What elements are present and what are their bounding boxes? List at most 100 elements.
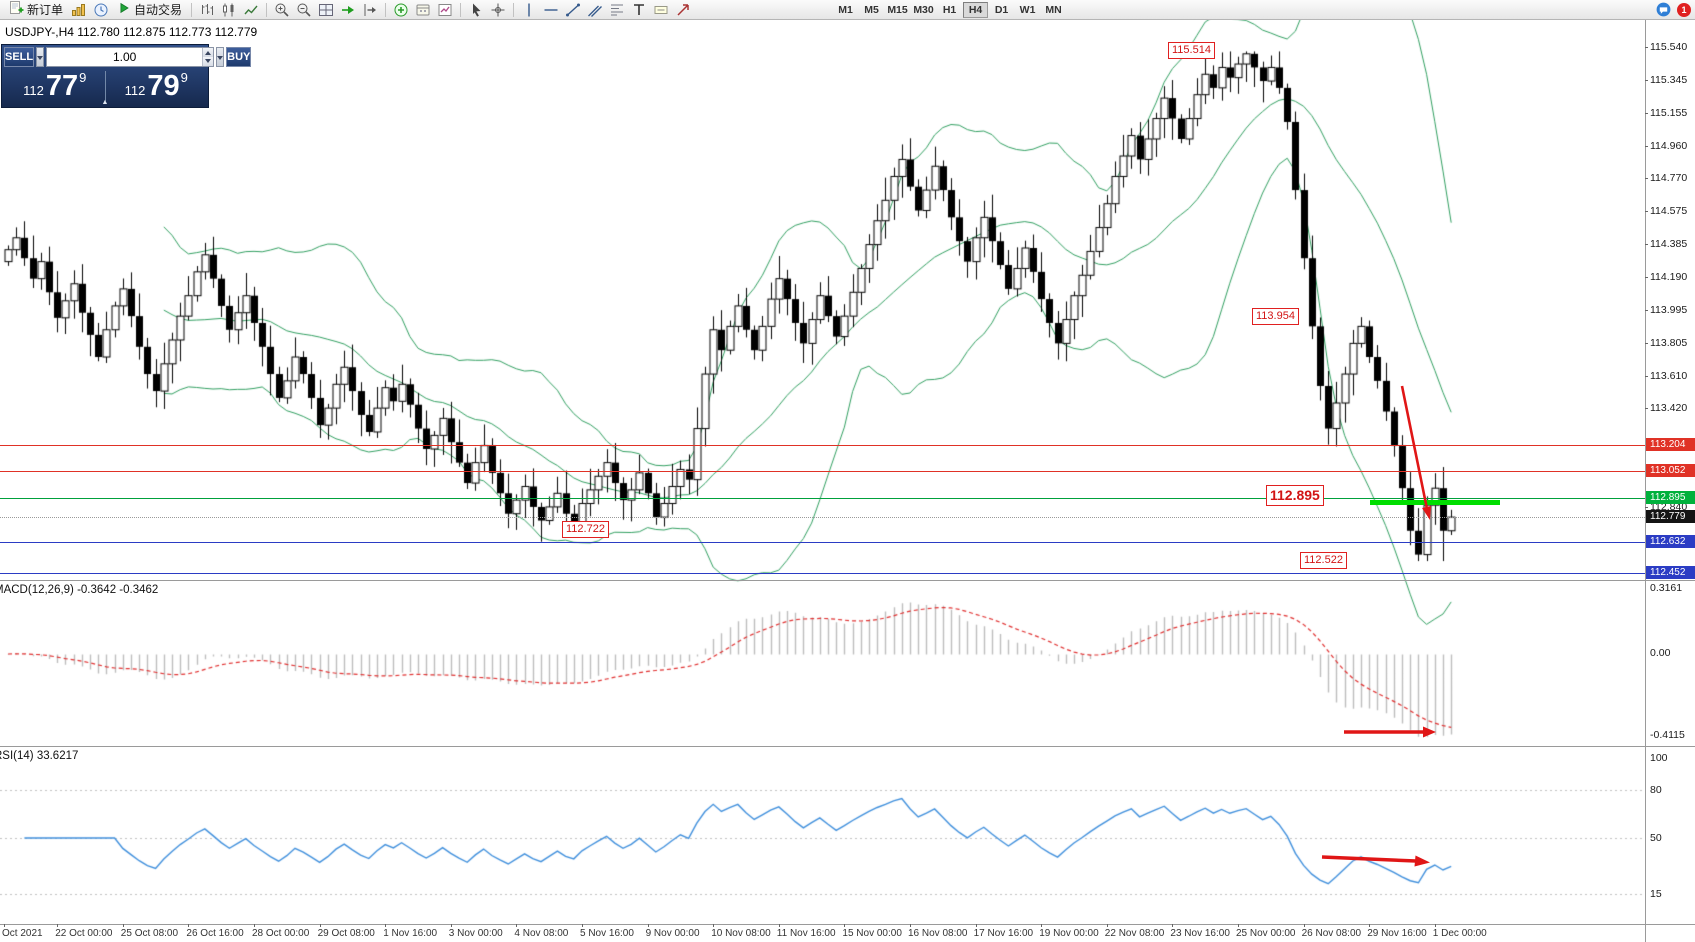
price-tick: 114.190	[1650, 270, 1688, 283]
crosshair-icon[interactable]	[488, 1, 508, 19]
timeframe-buttons: M1 M5 M15 M30 H1 H4 D1 W1 MN	[833, 1, 1066, 18]
timeframe-h4[interactable]: H4	[963, 1, 989, 18]
autotrading-button[interactable]: 自动交易	[113, 1, 186, 19]
time-tick-mark	[4, 924, 5, 927]
text-tool-icon[interactable]	[629, 1, 649, 19]
volume-spinner	[202, 48, 214, 66]
macd-panel-separator[interactable]	[0, 580, 1695, 581]
timeframe-m30[interactable]: M30	[911, 2, 936, 18]
charts-icon[interactable]	[69, 1, 89, 19]
time-tick-mark	[385, 924, 386, 927]
volume-input[interactable]	[47, 48, 203, 66]
vertical-line-tool-icon[interactable]	[519, 1, 539, 19]
buy-price[interactable]: 112 79 9	[124, 69, 188, 103]
time-tick-mark	[1304, 924, 1305, 927]
sell-button[interactable]: SELL	[4, 47, 35, 67]
periods-icon[interactable]	[413, 1, 433, 19]
time-axis-separator	[0, 924, 1695, 925]
time-tick-mark	[1369, 924, 1370, 927]
time-label: 9 Nov 00:00	[645, 928, 700, 939]
new-order-button[interactable]: 新订单	[4, 1, 67, 19]
price-annotation-112.522[interactable]: 112.522	[1300, 552, 1347, 569]
price-tick-mark	[1645, 113, 1648, 114]
timeframe-m1[interactable]: M1	[833, 2, 858, 18]
toolbar-separator	[191, 2, 193, 17]
buy-options-dropdown[interactable]	[216, 47, 225, 67]
time-label: 26 Oct 16:00	[186, 928, 244, 939]
hline-112.779[interactable]	[0, 517, 1645, 518]
zoom-in-icon[interactable]	[272, 1, 292, 19]
price-badge-112.452: 112.452	[1646, 566, 1695, 579]
line-chart-type-icon[interactable]	[241, 1, 261, 19]
chevron-down-icon	[205, 59, 212, 66]
volume-down-button[interactable]	[203, 57, 214, 66]
timeframe-m15[interactable]: M15	[885, 2, 910, 18]
label-tool-icon[interactable]	[651, 1, 671, 19]
time-tick-mark	[1435, 924, 1436, 927]
time-label: 4 Nov 08:00	[514, 928, 569, 939]
time-label: 22 Oct 00:00	[55, 928, 113, 939]
price-badge-113.204: 113.204	[1646, 437, 1695, 451]
timeframe-m5[interactable]: M5	[859, 2, 884, 18]
hline-113.052[interactable]	[0, 471, 1645, 472]
chevron-down-icon	[217, 55, 224, 63]
price-annotation-112.895[interactable]: 112.895	[1266, 485, 1324, 506]
time-tick-mark	[320, 924, 321, 927]
price-annotation-113.954[interactable]: 113.954	[1252, 308, 1299, 325]
time-label: Oct 2021	[2, 928, 43, 939]
indicators-icon[interactable]	[391, 1, 411, 19]
bar-chart-type-icon[interactable]	[197, 1, 217, 19]
sell-price[interactable]: 112 77 9	[23, 69, 87, 103]
hline-112.632[interactable]	[0, 542, 1645, 543]
arrows-tool-icon[interactable]	[673, 1, 693, 19]
horizontal-line-tool-icon[interactable]	[541, 1, 561, 19]
cursor-icon[interactable]	[466, 1, 486, 19]
price-tick-mark	[1645, 310, 1648, 311]
price-tick: 112.840	[1650, 500, 1688, 513]
trendline-tool-icon[interactable]	[563, 1, 583, 19]
macd-max-tick: 0.3161	[1650, 582, 1683, 594]
time-label: 10 Nov 08:00	[711, 928, 771, 939]
timeframe-d1[interactable]: D1	[989, 2, 1014, 18]
auto-scroll-icon[interactable]	[338, 1, 358, 19]
zoom-out-icon[interactable]	[294, 1, 314, 19]
hline-113.204[interactable]	[0, 445, 1645, 446]
price-tick-mark	[1645, 211, 1648, 212]
tile-windows-icon[interactable]	[316, 1, 336, 19]
templates-icon[interactable]	[435, 1, 455, 19]
price-tick: 115.155	[1650, 106, 1688, 119]
timeframe-mn[interactable]: MN	[1041, 2, 1066, 18]
price-tick-mark	[1645, 343, 1648, 344]
chat-icon[interactable]	[1653, 1, 1673, 19]
price-annotation-112.722[interactable]: 112.722	[562, 521, 609, 538]
buy-button[interactable]: BUY	[226, 47, 252, 67]
time-label: 11 Nov 16:00	[776, 928, 836, 939]
chevron-up-icon	[205, 48, 212, 55]
time-tick-mark	[451, 924, 452, 927]
collapse-caret-icon[interactable]: ▲	[101, 99, 109, 106]
price-annotation-115.514[interactable]: 115.514	[1168, 42, 1215, 59]
sell-options-dropdown[interactable]	[36, 47, 45, 67]
timeframe-w1[interactable]: W1	[1015, 2, 1040, 18]
market-watch-icon[interactable]	[91, 1, 111, 19]
timeframe-h1[interactable]: H1	[937, 2, 962, 18]
volume-up-button[interactable]	[203, 48, 214, 57]
one-click-controls: SELL BUY	[4, 47, 252, 67]
one-click-prices: 112 77 9 112 79 9 ▲	[4, 67, 206, 107]
toolbar-separator	[385, 2, 387, 17]
price-tick: 114.385	[1650, 237, 1688, 250]
green-support-segment[interactable]	[1370, 500, 1500, 505]
price-tick: 115.540	[1650, 41, 1688, 53]
one-click-trading-panel: SELL BUY 112 77 9 112 79 9	[1, 44, 252, 108]
fibonacci-tool-icon[interactable]	[607, 1, 627, 19]
hline-112.452[interactable]	[0, 573, 1645, 574]
rsi-panel-separator[interactable]	[0, 746, 1695, 747]
candlestick-type-icon[interactable]	[219, 1, 239, 19]
chart-shift-icon[interactable]	[360, 1, 380, 19]
notification-badge[interactable]: 1	[1677, 2, 1691, 17]
time-tick-mark	[648, 924, 649, 927]
top-toolbar: 新订单 自动交易 M1 M5 M15 M30 H1 H4 D1 W1 M	[0, 0, 1695, 20]
rsi-label: RSI(14) 33.6217	[0, 750, 79, 762]
hline-112.895[interactable]	[0, 498, 1645, 499]
channel-tool-icon[interactable]	[585, 1, 605, 19]
